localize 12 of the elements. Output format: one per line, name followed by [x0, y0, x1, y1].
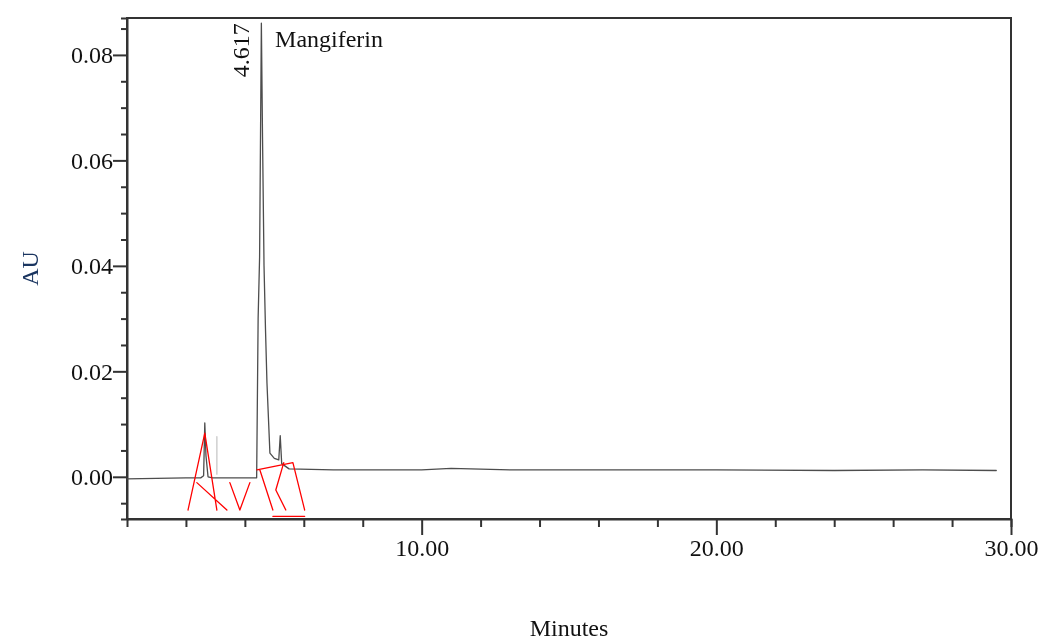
y-tick-label: 0.06 — [71, 147, 113, 174]
y-tick-label: 0.02 — [71, 358, 113, 385]
annotation: 4.617 — [228, 23, 255, 78]
y-tick-label: 0.00 — [71, 463, 113, 490]
x-tick-label: 30.00 — [984, 535, 1039, 562]
annotation: Mangiferin — [275, 26, 384, 53]
y-tick-label: 0.04 — [71, 253, 113, 280]
x-tick-label: 20.00 — [689, 535, 744, 562]
x-tick-label: 10.00 — [395, 535, 450, 562]
y-axis-title: AU — [17, 251, 43, 286]
x-axis-title: Minutes — [529, 615, 609, 641]
y-tick-label: 0.08 — [71, 42, 113, 69]
